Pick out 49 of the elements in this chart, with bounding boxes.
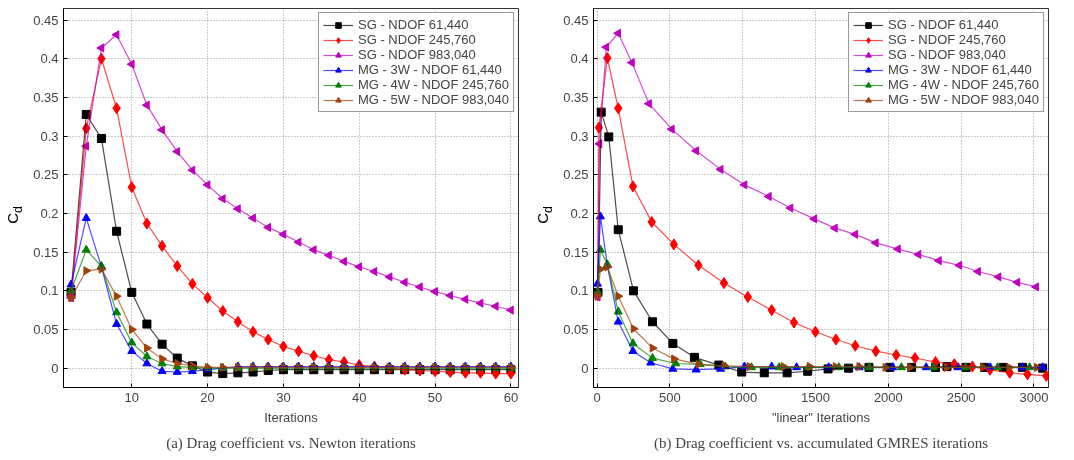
x-axis-title: "linear" Iterations bbox=[771, 409, 871, 425]
y-tick-label: 0.1 bbox=[570, 283, 589, 299]
legend-label: MG - 3W - NDOF 61,440 bbox=[358, 62, 502, 77]
x-tick-label: 2000 bbox=[873, 389, 903, 405]
y-tick-label: 0.1 bbox=[40, 283, 59, 299]
y-tick-label: 0.3 bbox=[570, 128, 589, 144]
legend-label: MG - 3W - NDOF 61,440 bbox=[888, 62, 1032, 77]
legend-label: SG - NDOF 61,440 bbox=[888, 17, 999, 32]
y-tick-label: 0.05 bbox=[563, 321, 589, 337]
x-tick-label: 500 bbox=[659, 389, 681, 405]
y-tick-label: 0.15 bbox=[33, 244, 59, 260]
y-tick-label: 0.25 bbox=[563, 167, 589, 183]
y-tick-label: 0.3 bbox=[40, 128, 59, 144]
x-tick-label: 3000 bbox=[1019, 389, 1049, 405]
text: (a) Drag coefficient vs. Newton iterations bbox=[166, 434, 416, 452]
legend-label: SG - NDOF 245,760 bbox=[888, 32, 1006, 47]
y-tick-label: 0.05 bbox=[33, 321, 59, 337]
y-tick-label: 0.2 bbox=[570, 205, 589, 221]
y-tick-label: 0.2 bbox=[40, 205, 59, 221]
x-tick-label: 50 bbox=[427, 389, 443, 405]
x-tick-label: 1000 bbox=[728, 389, 758, 405]
x-tick-label: 20 bbox=[200, 389, 215, 405]
y-tick-label: 0.15 bbox=[563, 244, 589, 260]
y-tick-label: 0.35 bbox=[563, 89, 589, 105]
x-tick-label: 60 bbox=[503, 389, 519, 405]
y-tick-label: 0.4 bbox=[40, 51, 59, 67]
x-axis-title: Iterations bbox=[264, 409, 319, 425]
y-tick-label: 0.4 bbox=[570, 51, 589, 67]
legend-label: MG - 4W - NDOF 245,760 bbox=[888, 77, 1039, 92]
x-tick-label: 10 bbox=[124, 389, 139, 405]
x-tick-label: 2500 bbox=[946, 389, 976, 405]
text: (b) Drag coefficient vs. accumulated GMRES iterations bbox=[653, 434, 989, 452]
x-tick-label: 40 bbox=[352, 389, 367, 405]
y-tick-label: 0.35 bbox=[33, 89, 59, 105]
x-tick-label: 1500 bbox=[801, 389, 830, 405]
legend-label: MG - 5W - NDOF 983,040 bbox=[358, 92, 509, 107]
legend-label: MG - 4W - NDOF 245,760 bbox=[358, 77, 509, 92]
x-tick-label: 0 bbox=[593, 389, 601, 405]
y-tick-label: 0.45 bbox=[33, 12, 59, 28]
y-tick-label: 0.45 bbox=[563, 12, 589, 28]
y-tick-label: 0 bbox=[51, 360, 59, 376]
y-tick-label: 0.25 bbox=[33, 167, 59, 183]
legend-label: SG - NDOF 983,040 bbox=[888, 47, 1006, 62]
legend-label: SG - NDOF 245,760 bbox=[358, 32, 476, 47]
legend-label: SG - NDOF 61,440 bbox=[358, 17, 469, 32]
legend-label: SG - NDOF 983,040 bbox=[358, 47, 476, 62]
legend-label: MG - 5W - NDOF 983,040 bbox=[888, 92, 1039, 107]
x-tick-label: 30 bbox=[276, 389, 291, 405]
y-tick-label: 0 bbox=[581, 360, 589, 376]
